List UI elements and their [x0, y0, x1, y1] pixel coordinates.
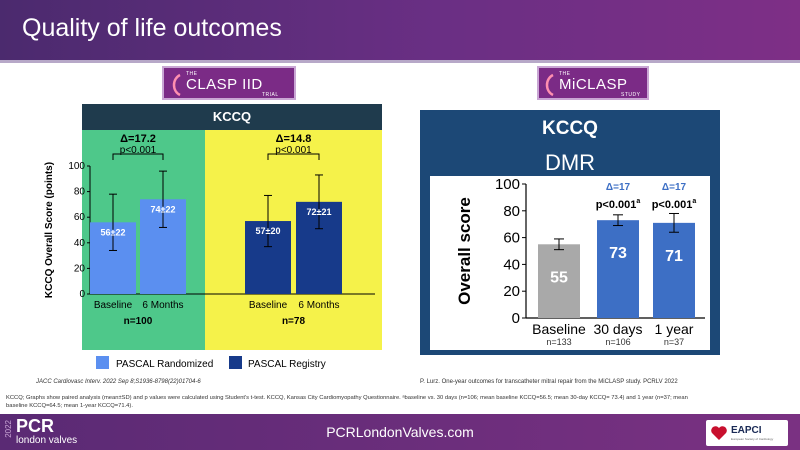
- clasp-x-tick-label: Baseline: [94, 300, 133, 311]
- clasp-y-tick-label: 40: [74, 238, 86, 249]
- clasp-logo-name: CLASP IID: [186, 76, 263, 93]
- footer-url[interactable]: PCRLondonValves.com: [326, 424, 474, 440]
- clasp-bar-value-label: 56±22: [101, 227, 126, 237]
- clasp-logo-the: THE: [186, 71, 198, 77]
- miclasp-y-axis-label: Overall score: [455, 197, 474, 305]
- eapci-logo: EAPCI European Society of Cardiology: [706, 420, 788, 446]
- clasp-p-value-label: p<0.001: [120, 145, 157, 156]
- miclasp-logo: THE MiCLASP STUDY: [537, 66, 649, 100]
- slide-title: Quality of life outcomes: [22, 14, 282, 42]
- miclasp-y-tick-label: 60: [503, 230, 520, 247]
- clasp-p-value-label: p<0.001: [275, 145, 312, 156]
- clasp-iid-logo: THE CLASP IID TRIAL: [162, 66, 296, 100]
- slide-footer: 2022 PCR london valves PCRLondonValves.c…: [0, 414, 800, 450]
- clasp-y-tick-label: 80: [74, 187, 86, 198]
- miclasp-x-tick-label: 30 days: [593, 321, 642, 337]
- miclasp-delta-label: Δ=17: [662, 182, 687, 193]
- clasp-delta-label: Δ=17.2: [120, 133, 156, 145]
- footnote: KCCQ; Graphs show paired analysis (mean±…: [6, 395, 688, 409]
- right-source-citation: P. Lurz. One-year outcomes for transcath…: [420, 379, 678, 385]
- miclasp-logo-sub: STUDY: [621, 92, 641, 98]
- clasp-kccq-chart: 0 20 40 60 80 100 KCCQ Overall Score (points) 5…: [44, 133, 375, 370]
- miclasp-y-tick-label: 100: [495, 176, 520, 193]
- miclasp-p-superscript: a: [692, 198, 696, 205]
- miclasp-logo-name: MiCLASP: [559, 76, 628, 93]
- miclasp-bar: [538, 244, 580, 318]
- miclasp-bar-value-label: 71: [665, 248, 683, 265]
- eapci-sub: European Society of Cardiology: [731, 437, 774, 441]
- footer-pcr-sub: london valves: [16, 435, 78, 446]
- header-divider: [0, 60, 800, 63]
- legend-label-registry: PASCAL Registry: [248, 359, 326, 370]
- legend-label-randomized: PASCAL Randomized: [116, 359, 213, 370]
- clasp-significance-bracket: [112, 153, 164, 160]
- clasp-bar-value-label: 74±22: [151, 204, 176, 214]
- miclasp-chart-title: KCCQ: [542, 118, 598, 139]
- miclasp-chart-subtitle: DMR: [544, 150, 596, 175]
- clasp-y-tick-label: 60: [74, 212, 86, 223]
- miclasp-bar-value-label: 55: [550, 269, 568, 286]
- miclasp-y-tick-label: 0: [512, 310, 520, 327]
- clasp-x-tick-label: 6 Months: [298, 300, 339, 311]
- miclasp-bar: [597, 220, 639, 318]
- miclasp-y-tick-label: 20: [503, 283, 520, 300]
- clasp-group-n-label: n=100: [124, 316, 153, 327]
- miclasp-kccq-chart: 0 20 40 60 80 100 Overall score 55 Baselinen=133…: [455, 176, 705, 347]
- clasp-chart-title: KCCQ: [82, 104, 382, 130]
- miclasp-bar: [653, 222, 695, 318]
- clasp-y-tick-label: 100: [68, 161, 85, 172]
- miclasp-logo-the: THE: [559, 71, 571, 77]
- miclasp-p-value-label: p<0.001a: [596, 198, 641, 211]
- slide-header: Quality of life outcomes: [0, 0, 800, 60]
- miclasp-p-superscript: a: [636, 198, 640, 205]
- eapci-name: EAPCI: [731, 425, 762, 436]
- clasp-y-axis-label: KCCQ Overall Score (points): [44, 162, 55, 298]
- miclasp-bar-value-label: 73: [609, 245, 627, 262]
- legend-swatch-randomized: [96, 356, 109, 369]
- miclasp-x-tick-label: 1 year: [655, 321, 694, 337]
- miclasp-p-value-label: p<0.001a: [652, 198, 697, 211]
- legend-swatch-registry: [229, 356, 242, 369]
- clasp-x-tick-label: Baseline: [249, 300, 288, 311]
- clasp-y-tick-label: 20: [74, 263, 86, 274]
- miclasp-x-n-label: n=106: [605, 337, 630, 347]
- clasp-bar-value-label: 72±21: [307, 207, 332, 217]
- clasp-x-tick-label: 6 Months: [142, 300, 183, 311]
- miclasp-swoosh-icon: [545, 73, 554, 97]
- clasp-delta-label: Δ=14.8: [276, 133, 312, 145]
- miclasp-y-tick-label: 80: [503, 203, 520, 220]
- footer-pcr-logo: PCR: [16, 416, 55, 436]
- clasp-registry-background: [205, 130, 382, 350]
- miclasp-x-n-label: n=37: [664, 337, 684, 347]
- clasp-logo-sub: TRIAL: [262, 92, 279, 98]
- left-source-citation: JACC Cardiovasc Interv. 2022 Sep 8;S1936…: [36, 379, 201, 385]
- clasp-significance-bracket: [267, 153, 320, 160]
- clasp-group-n-label: n=78: [282, 316, 306, 327]
- clasp-bar-value-label: 57±20: [256, 226, 281, 236]
- miclasp-x-tick-label: Baseline: [532, 321, 586, 337]
- miclasp-delta-label: Δ=17: [606, 182, 631, 193]
- heart-icon: [711, 426, 727, 440]
- clasp-y-tick-label: 0: [79, 289, 85, 300]
- clasp-swoosh-icon: [172, 73, 181, 97]
- miclasp-x-n-label: n=133: [546, 337, 571, 347]
- miclasp-y-tick-label: 40: [503, 256, 520, 273]
